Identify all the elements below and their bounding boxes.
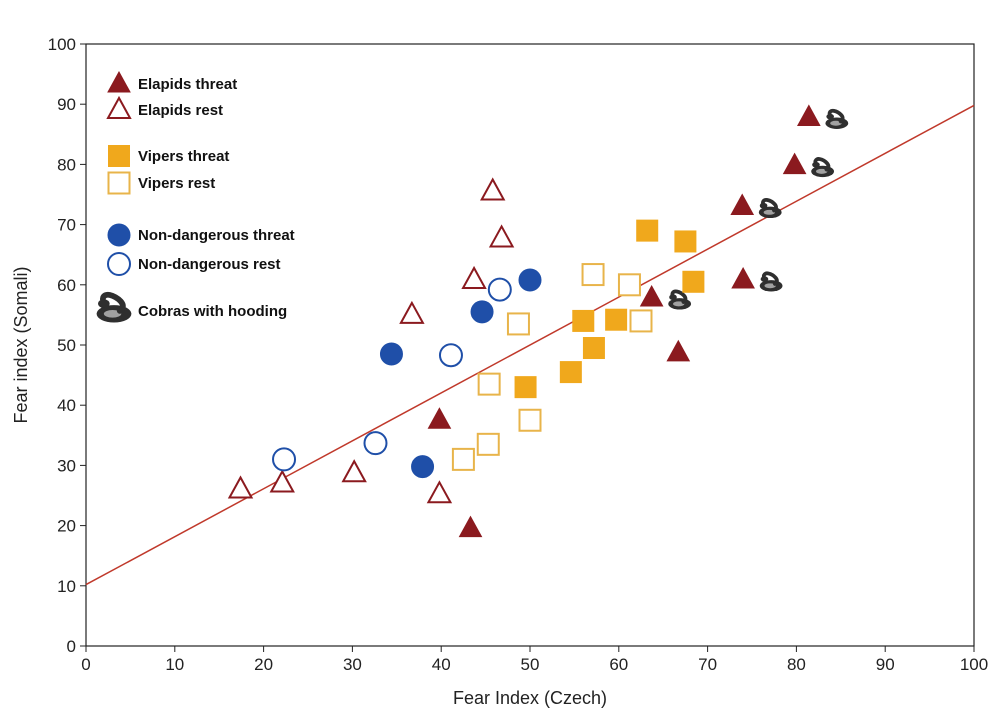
legend-label: Elapids rest — [138, 102, 223, 119]
legend-elapids-rest-icon — [106, 95, 132, 119]
y-tick-label: 70 — [57, 216, 76, 235]
cobra-hooding-icon — [758, 197, 782, 219]
elapids-threat-triangle-point — [730, 193, 755, 216]
cobra-hooding-icon — [825, 108, 849, 129]
vipers-threat-square-point — [674, 230, 697, 253]
cobra-hooding-icon — [759, 271, 783, 292]
vipers-threat-square-point — [636, 219, 659, 242]
legend-label: Vipers threat — [138, 148, 229, 165]
legend-vipers-threat-icon — [108, 145, 130, 167]
vipers-threat-square-point — [682, 270, 705, 293]
x-tick-label: 40 — [432, 655, 451, 674]
legend-label: Elapids threat — [138, 76, 237, 93]
non-dangerous-rest-circle-point — [272, 447, 297, 472]
legend-vipers-rest-icon — [107, 171, 131, 195]
x-tick-label: 30 — [343, 655, 362, 674]
non-dangerous-threat-circle-point — [470, 300, 494, 324]
y-tick-label: 40 — [57, 396, 76, 415]
x-axis-title: Fear Index (Czech) — [453, 688, 607, 708]
non-dangerous-threat-circle-point — [411, 455, 435, 479]
legend-elapids-threat-icon — [107, 70, 131, 93]
x-tick-label: 50 — [521, 655, 540, 674]
vipers-rest-square-point — [629, 309, 653, 333]
elapids-threat-triangle-point — [666, 339, 691, 362]
y-tick-label: 90 — [57, 95, 76, 114]
x-tick-label: 80 — [787, 655, 806, 674]
elapids-rest-triangle-point — [480, 177, 506, 201]
legend: Elapids threat Elapids rest Vipers threat V… — [96, 70, 295, 323]
vipers-threat-square-point — [572, 309, 595, 332]
x-tick-label: 20 — [254, 655, 273, 674]
x-tick-label: 10 — [165, 655, 184, 674]
vipers-threat-square-point — [605, 308, 628, 331]
non-dangerous-rest-circle-point — [487, 277, 512, 302]
non-dangerous-threat-circle-point — [518, 268, 542, 292]
vipers-threat-square-point — [514, 376, 537, 399]
elapids-threat-triangle-point — [731, 266, 755, 289]
elapids-rest-triangle-point — [488, 224, 515, 248]
vipers-rest-square-point — [518, 408, 542, 432]
elapids-threat-triangle-point — [427, 407, 452, 429]
legend-label: Non-dangerous rest — [138, 256, 281, 273]
legend-label: Cobras with hooding — [138, 303, 287, 320]
y-tick-label: 80 — [57, 155, 76, 174]
non-dangerous-rest-circle-point — [363, 431, 388, 456]
cobra-hooding-icon — [811, 157, 835, 178]
y-axis-title: Fear index (Somali) — [11, 266, 31, 423]
vipers-rest-square-point — [506, 312, 530, 336]
x-tick-label: 100 — [960, 655, 988, 674]
non-dangerous-rest-circle-point — [438, 343, 463, 368]
elapids-rest-triangle-point — [461, 265, 487, 289]
x-tick-label: 0 — [81, 655, 90, 674]
elapids-threat-triangle-point — [796, 104, 821, 126]
legend-cobra-icon — [96, 291, 132, 323]
non-dangerous-threat-circle-point — [379, 342, 403, 366]
legend-label: Vipers rest — [138, 175, 215, 192]
cobra-hooding-icon — [668, 289, 692, 310]
vipers-rest-square-point — [477, 372, 501, 396]
y-tick-label: 50 — [57, 336, 76, 355]
x-tick-label: 60 — [609, 655, 628, 674]
vipers-rest-square-point — [581, 263, 605, 287]
regression-line — [85, 104, 975, 586]
vipers-threat-square-point — [582, 337, 605, 360]
y-tick-label: 10 — [57, 577, 76, 596]
elapids-rest-triangle-point — [399, 300, 425, 324]
axis-ticks: 0 10 20 30 40 50 60 70 80 90 100 0 10 20 30 40 50 60 70 80 9… — [48, 35, 989, 674]
y-tick-label: 30 — [57, 456, 76, 475]
vipers-threat-square-point — [559, 361, 582, 384]
elapids-threat-triangle-point — [639, 285, 664, 307]
elapids-rest-triangle-point — [227, 475, 254, 499]
legend-label: Non-dangerous threat — [138, 227, 295, 244]
vipers-rest-square-point — [476, 432, 500, 456]
legend-non-dangerous-rest-icon — [107, 252, 131, 276]
data-points — [227, 104, 849, 538]
elapids-threat-triangle-point — [458, 515, 483, 538]
vipers-rest-square-point — [451, 447, 475, 471]
y-tick-label: 100 — [48, 35, 76, 54]
elapids-rest-triangle-point — [269, 469, 295, 493]
y-tick-label: 0 — [67, 637, 76, 656]
elapids-rest-triangle-point — [426, 480, 453, 504]
legend-non-dangerous-threat-icon — [107, 223, 131, 247]
x-tick-label: 70 — [698, 655, 717, 674]
elapids-rest-triangle-point — [341, 459, 367, 483]
y-tick-label: 60 — [57, 276, 76, 295]
elapids-threat-triangle-point — [782, 152, 807, 175]
x-tick-label: 90 — [876, 655, 895, 674]
vipers-rest-square-point — [617, 273, 641, 297]
y-tick-label: 20 — [57, 517, 76, 536]
